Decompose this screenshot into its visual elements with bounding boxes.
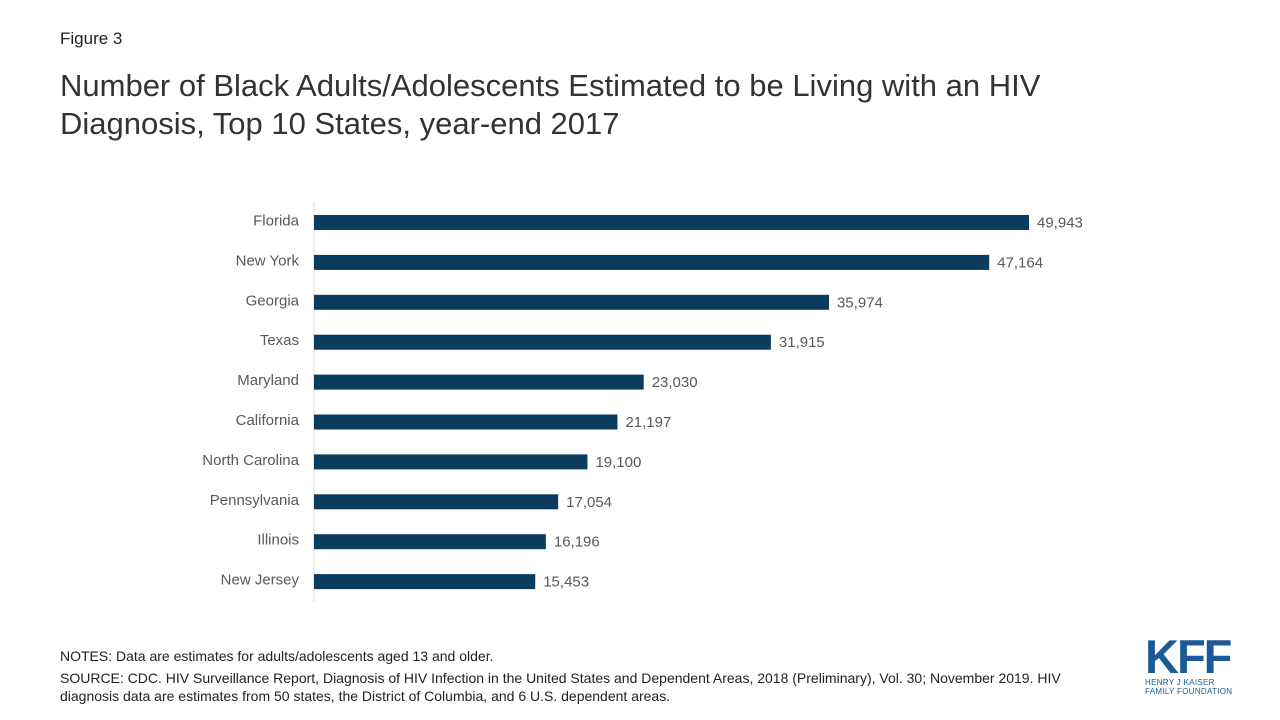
data-label: 23,030 — [652, 374, 698, 391]
data-label: 17,054 — [566, 494, 612, 511]
bar — [314, 534, 546, 550]
bar — [314, 254, 990, 270]
category-label: Georgia — [246, 292, 300, 309]
data-label: 49,943 — [1037, 214, 1083, 231]
data-label: 16,196 — [554, 534, 600, 551]
logo-line2: FAMILY FOUNDATION — [1145, 687, 1233, 696]
category-label: Illinois — [257, 532, 299, 549]
bar — [314, 294, 830, 310]
category-label: Pennsylvania — [210, 492, 300, 509]
logo-mark: KFF — [1145, 630, 1232, 683]
category-label: Maryland — [237, 372, 299, 389]
category-label: New Jersey — [221, 572, 300, 589]
kff-logo: KFF HENRY J KAISER FAMILY FOUNDATION — [1145, 630, 1237, 696]
logo-line1: HENRY J KAISER — [1145, 678, 1215, 687]
category-label: North Carolina — [202, 452, 299, 469]
bar — [314, 414, 618, 430]
bar-chart: Florida 49,943 New York 47,164 Georgia 35,974… — [202, 202, 1083, 602]
category-label: California — [236, 412, 300, 429]
category-label: New York — [236, 252, 300, 269]
bar — [314, 374, 644, 390]
bar — [314, 494, 559, 510]
data-label: 47,164 — [997, 254, 1043, 271]
bar — [314, 574, 536, 590]
data-label: 15,453 — [543, 574, 589, 591]
data-label: 31,915 — [779, 334, 825, 351]
source-text: SOURCE: CDC. HIV Surveillance Report, Di… — [60, 670, 1061, 704]
data-label: 19,100 — [595, 454, 641, 471]
bar — [314, 215, 1029, 230]
bar — [314, 334, 771, 350]
data-label: 21,197 — [625, 414, 671, 431]
chart-title: Number of Black Adults/Adolescents Estim… — [60, 68, 1041, 141]
bar — [314, 454, 588, 470]
category-label: Texas — [260, 332, 299, 349]
notes-text: NOTES: Data are estimates for adults/ado… — [60, 648, 494, 664]
data-label: 35,974 — [837, 294, 883, 311]
category-label: Florida — [253, 212, 300, 229]
figure-label: Figure 3 — [60, 29, 123, 48]
bars-layer: Florida 49,943 New York 47,164 Georgia 35,974… — [202, 202, 1083, 602]
